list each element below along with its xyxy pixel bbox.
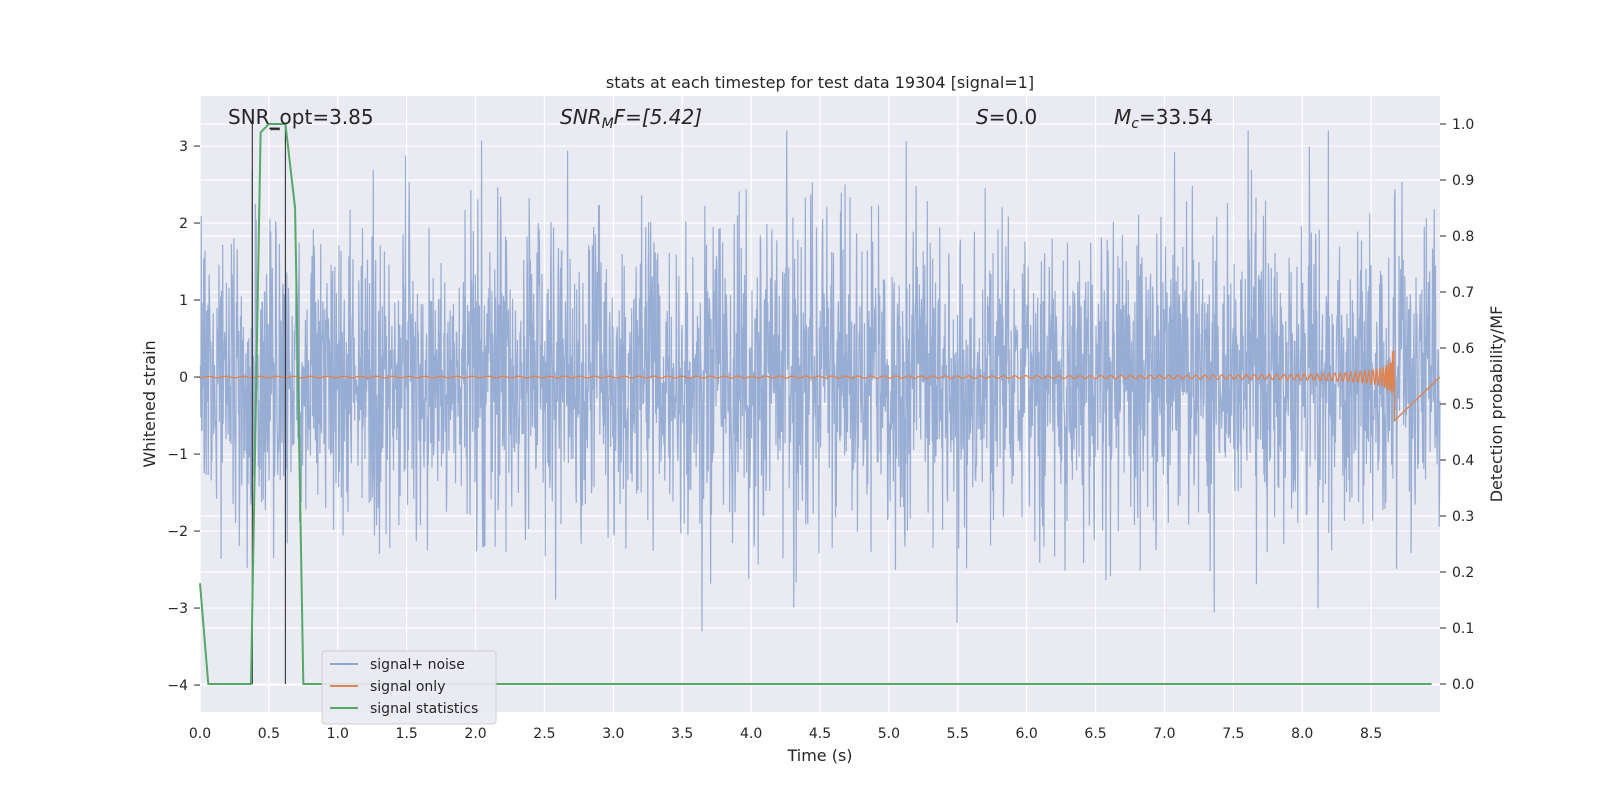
y-right-tick-label: 0.7 <box>1452 285 1474 301</box>
y-right-axis-ticks: 1.0 0.9 0.8 0.7 0.6 0.5 0.4 0.3 0.2 0.1 0.0 <box>1440 117 1474 693</box>
y-left-tick-label: −2 <box>167 524 188 540</box>
y-left-tick-label: 2 <box>179 216 188 232</box>
legend-box <box>321 650 497 725</box>
x-tick-label: 5.5 <box>947 726 969 742</box>
signal-plus-noise-series <box>199 130 1441 632</box>
x-tick-label: 0.0 <box>189 726 211 742</box>
y-right-tick-label: 0.6 <box>1452 341 1474 357</box>
y-right-tick-label: 0.3 <box>1452 509 1474 525</box>
x-tick-label: 7.0 <box>1153 726 1175 742</box>
annotation-mc: Mc=33.54 <box>1114 105 1213 132</box>
y-left-tick-label: −1 <box>167 447 188 463</box>
y-right-tick-label: 0.0 <box>1452 677 1474 693</box>
y-right-tick-label: 1.0 <box>1452 117 1474 133</box>
annotation-snr-mf: SNRMF=[5.42] <box>560 105 702 132</box>
y-right-tick-label: 0.2 <box>1452 565 1474 581</box>
x-tick-label: 0.5 <box>258 726 280 742</box>
chart-title: stats at each timestep for test data 193… <box>606 73 1034 92</box>
x-tick-label: 4.5 <box>809 726 831 742</box>
x-axis-ticks: 0.0 0.5 1.0 1.5 2.0 2.5 3.0 3.5 4.0 4.5 5.0 5.5 6.0 6… <box>189 726 1382 742</box>
x-tick-label: 3.0 <box>602 726 624 742</box>
series-signal-statistics <box>199 123 1432 685</box>
x-tick-label: 2.5 <box>533 726 555 742</box>
y-left-tick-label: 3 <box>179 139 188 155</box>
x-axis-label: Time (s) <box>786 746 852 765</box>
x-tick-label: 8.5 <box>1360 726 1382 742</box>
y-left-tick-label: 1 <box>179 293 188 309</box>
y-right-axis-label: Detection probability/MF <box>1487 306 1506 503</box>
y-left-tick-label: 0 <box>179 370 188 386</box>
y-left-axis-ticks: 3 2 1 0 −1 −2 −3 −4 <box>167 139 200 694</box>
x-tick-label: 6.0 <box>1016 726 1038 742</box>
legend-label-noise: signal+ noise <box>370 657 465 673</box>
y-left-axis-label: Whitened strain <box>140 340 159 467</box>
y-right-tick-label: 0.1 <box>1452 621 1474 637</box>
series-signal-only <box>199 350 1441 423</box>
legend-label-signal: signal only <box>370 679 445 695</box>
annotation-snr-opt: SNR_opt=3.85 <box>228 105 374 129</box>
annotation-s: S=0.0 <box>976 105 1037 129</box>
y-right-tick-label: 0.9 <box>1452 173 1474 189</box>
y-right-tick-label: 0.8 <box>1452 229 1474 245</box>
x-tick-label: 7.5 <box>1222 726 1244 742</box>
x-tick-label: 4.0 <box>740 726 762 742</box>
legend: signal+ noise signal only signal statist… <box>321 650 497 725</box>
x-tick-label: 8.0 <box>1291 726 1313 742</box>
legend-label-statistics: signal statistics <box>370 701 478 717</box>
signal-only-series <box>199 350 1441 423</box>
y-right-tick-label: 0.4 <box>1452 453 1474 469</box>
y-left-tick-label: −4 <box>167 678 188 694</box>
series-signal-plus-noise <box>199 130 1441 632</box>
x-tick-label: 2.0 <box>464 726 486 742</box>
x-tick-label: 6.5 <box>1084 726 1106 742</box>
signal-statistics-series <box>199 123 1432 685</box>
x-tick-label: 5.0 <box>878 726 900 742</box>
y-right-tick-label: 0.5 <box>1452 397 1474 413</box>
x-tick-label: 1.0 <box>327 726 349 742</box>
x-tick-label: 3.5 <box>671 726 693 742</box>
x-tick-label: 1.5 <box>396 726 418 742</box>
y-left-tick-label: −3 <box>167 601 188 617</box>
